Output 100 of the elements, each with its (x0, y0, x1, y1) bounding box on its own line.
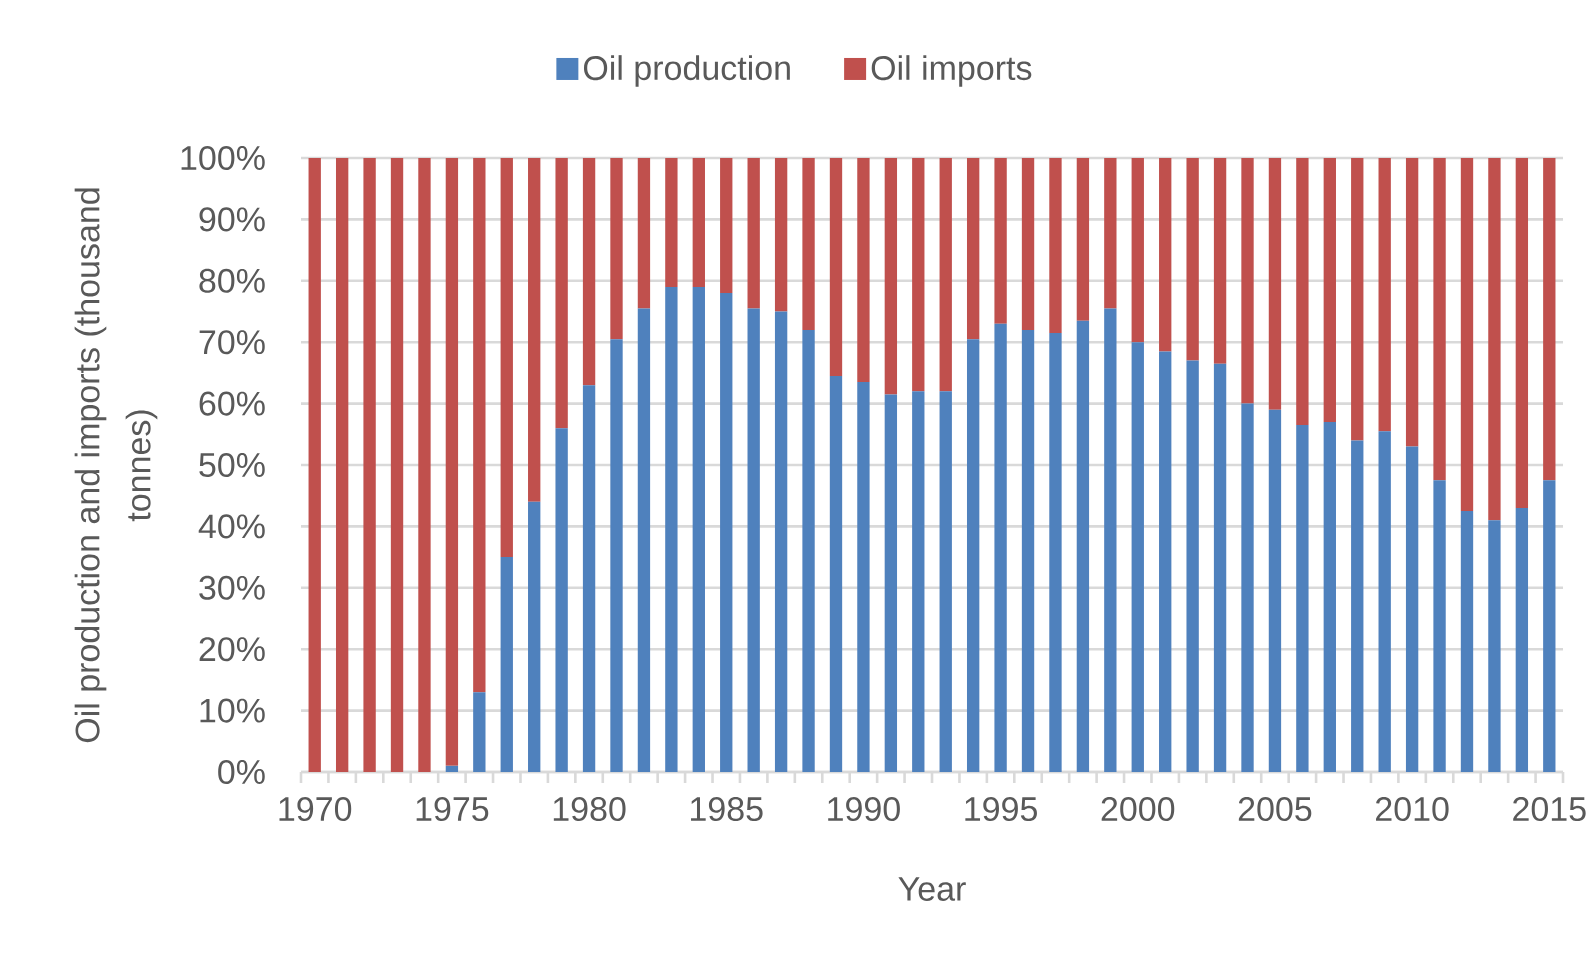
bar (1131, 342, 1144, 772)
bar (1433, 157, 1446, 481)
y-tick-label: 40% (198, 514, 265, 539)
bar (1049, 157, 1062, 333)
bar (912, 391, 925, 772)
bar (1268, 157, 1282, 410)
bar (1543, 480, 1556, 772)
bar (1241, 157, 1254, 404)
bar (1433, 480, 1446, 772)
bar (1378, 431, 1391, 772)
bar (1049, 332, 1062, 772)
bar (747, 157, 760, 309)
bar (1488, 520, 1501, 772)
bar (1323, 422, 1336, 772)
x-axis-title: Year (898, 877, 966, 901)
bar (1405, 446, 1419, 772)
y-tick-label: 50% (199, 452, 265, 478)
y-tick-label: 0% (218, 759, 265, 785)
bar (1515, 507, 1529, 772)
bar (500, 157, 513, 558)
x-tick-label: 1980 (553, 797, 626, 822)
bar (473, 692, 486, 772)
bar (500, 557, 513, 772)
y-tick-label: 60% (199, 391, 265, 416)
bar (994, 157, 1007, 324)
bar (994, 323, 1007, 772)
bar (1351, 157, 1364, 441)
bar (390, 157, 404, 772)
bar (1460, 157, 1474, 512)
y-axis-title: Oil production and imports (thousand tonnes) (74, 188, 158, 743)
bar (692, 286, 705, 772)
bar (1159, 351, 1172, 772)
bar (720, 157, 733, 294)
bar (1241, 403, 1254, 772)
bar (1159, 157, 1172, 352)
bar (528, 157, 541, 502)
bar (1186, 360, 1199, 772)
bar (829, 375, 843, 772)
x-tick-label: 2000 (1101, 797, 1175, 822)
x-tick-label: 2005 (1238, 797, 1312, 822)
bar (912, 157, 925, 392)
bar (335, 157, 349, 772)
bar (1515, 157, 1529, 508)
y-tick-label: 90% (199, 207, 265, 232)
bar (665, 157, 678, 287)
bar (1213, 363, 1227, 772)
bar (747, 308, 760, 772)
bar (1378, 157, 1391, 432)
bar (857, 382, 870, 772)
x-tick-label: 1970 (279, 797, 352, 822)
bar (1213, 157, 1227, 364)
bar (582, 385, 596, 772)
bar (610, 157, 623, 340)
bar (774, 157, 788, 312)
bar (445, 157, 459, 766)
y-tick-label: 70% (199, 330, 265, 355)
bar (582, 157, 596, 386)
bar (445, 765, 459, 772)
bar (528, 501, 541, 772)
x-tick-label: 2015 (1513, 797, 1586, 822)
bar (1460, 511, 1474, 772)
bar (1405, 157, 1419, 447)
bar (1131, 157, 1144, 343)
bar (774, 311, 788, 772)
bar (1543, 157, 1556, 481)
bar (1323, 157, 1336, 423)
bar (1021, 329, 1035, 772)
y-tick-label: 10% (200, 698, 265, 723)
bar (1296, 157, 1309, 426)
bar (1351, 440, 1364, 772)
x-tick-label: 1995 (965, 797, 1037, 822)
bar (418, 157, 431, 772)
x-tick-label: 2010 (1376, 797, 1449, 822)
bar (555, 157, 568, 429)
y-tick-label: 30% (199, 575, 265, 600)
legend-label: Oil imports (871, 55, 1032, 87)
bar (637, 308, 651, 772)
bar (966, 157, 980, 340)
y-tick-label: 80% (199, 268, 265, 293)
bar (1296, 425, 1309, 772)
bar (473, 157, 486, 693)
x-tick-label: 1975 (416, 797, 489, 822)
bar (555, 428, 568, 772)
bar (939, 157, 952, 392)
bar (802, 329, 815, 772)
bar (1268, 409, 1282, 772)
bar (665, 286, 678, 772)
bar (829, 157, 843, 376)
bar (857, 157, 870, 383)
bar (637, 157, 651, 309)
bar (1076, 320, 1090, 772)
bar (802, 157, 815, 330)
x-tick-label: 1985 (691, 797, 763, 822)
legend-label: Oil production (583, 55, 790, 87)
bar (1021, 157, 1035, 330)
bar (1104, 157, 1117, 309)
bar (1488, 157, 1501, 521)
bar (966, 339, 980, 772)
bar (363, 157, 376, 772)
bar (720, 293, 733, 772)
